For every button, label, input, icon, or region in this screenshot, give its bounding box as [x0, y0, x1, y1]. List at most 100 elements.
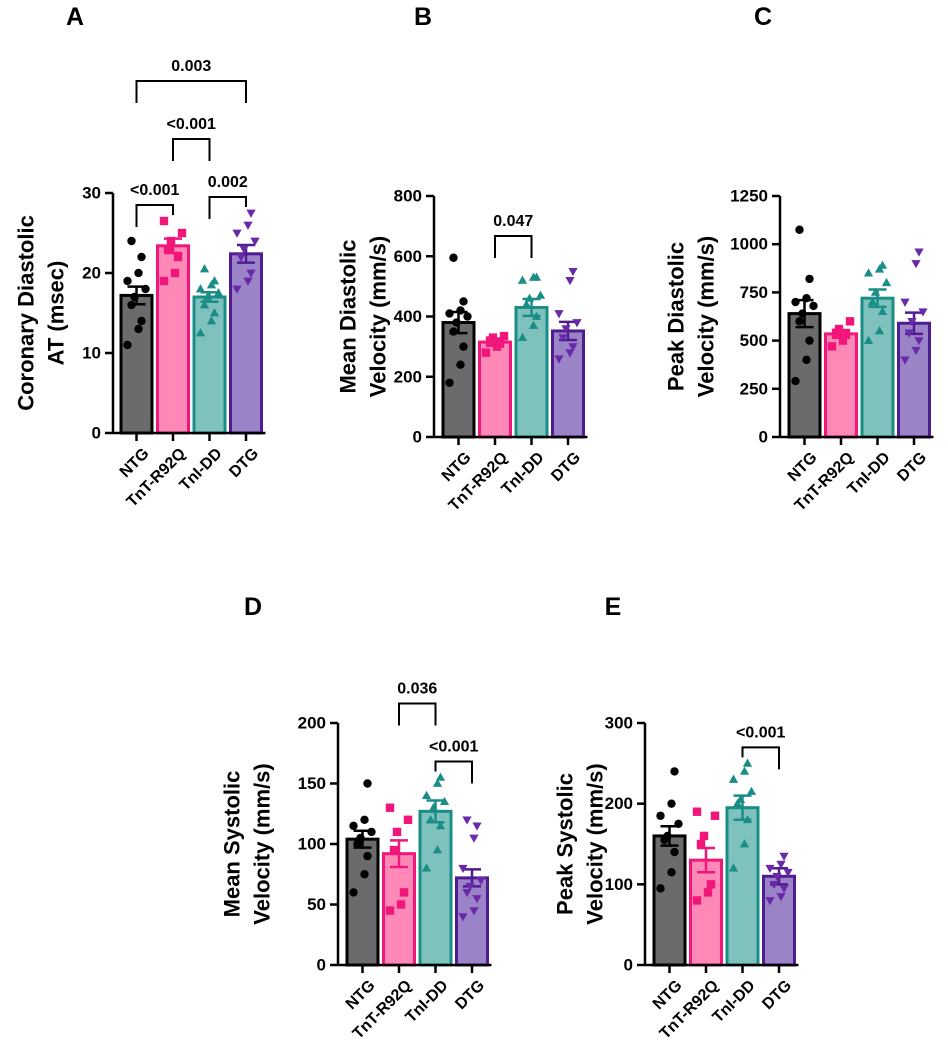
data-point	[163, 244, 173, 254]
y-tick-label: 0	[317, 956, 326, 975]
data-point	[432, 845, 443, 854]
data-point	[202, 292, 213, 301]
data-point	[439, 796, 450, 806]
data-point	[776, 860, 786, 869]
data-point	[385, 906, 395, 915]
significance-bracket	[135, 80, 247, 103]
data-point	[137, 252, 146, 262]
data-point	[561, 325, 571, 334]
data-point	[367, 827, 376, 837]
data-point	[232, 285, 242, 294]
data-point	[795, 225, 804, 234]
bar	[418, 809, 453, 967]
data-point	[911, 260, 921, 269]
data-point	[421, 863, 432, 872]
data-point	[449, 327, 458, 336]
data-point	[779, 885, 789, 894]
y-tick-label: 50	[307, 895, 326, 914]
data-point	[137, 316, 146, 326]
data-point	[674, 819, 683, 829]
data-point	[472, 895, 482, 904]
y-tick-label: 30	[82, 184, 101, 203]
data-point	[199, 264, 210, 273]
data-point	[134, 324, 143, 334]
data-point	[363, 851, 372, 861]
data-point	[123, 276, 132, 286]
y-tick-label: 250	[740, 379, 768, 398]
data-point	[696, 839, 706, 849]
data-point	[166, 236, 176, 246]
bar	[455, 876, 489, 967]
data-point	[911, 346, 921, 356]
y-tick-label: 20	[82, 264, 101, 283]
data-point	[389, 845, 399, 855]
data-point	[728, 863, 739, 872]
data-point	[199, 300, 210, 309]
data-point	[742, 814, 753, 824]
y-tick-label: 200	[394, 367, 422, 386]
data-point	[236, 253, 246, 262]
data-point	[739, 766, 750, 775]
data-point	[914, 248, 924, 257]
data-point	[568, 343, 578, 352]
y-axis-title: Velocity (mm/s)	[694, 236, 719, 397]
data-point	[213, 288, 224, 297]
data-point	[554, 355, 564, 364]
data-point	[134, 268, 143, 278]
significance-bracket	[741, 746, 780, 770]
data-point	[656, 811, 665, 820]
data-point	[834, 324, 844, 334]
data-point	[206, 316, 217, 325]
data-point	[565, 349, 575, 358]
data-point	[159, 216, 169, 226]
data-point	[123, 340, 132, 350]
panel-label: E	[605, 593, 622, 621]
data-point	[877, 306, 888, 316]
y-axis-title: Velocity (mm/s)	[250, 763, 275, 924]
y-tick-label: 0	[759, 428, 768, 447]
data-point	[805, 274, 814, 284]
bar	[514, 305, 549, 439]
data-point	[703, 888, 713, 897]
data-point	[435, 772, 446, 781]
bar	[652, 834, 687, 967]
data-point	[772, 872, 782, 882]
data-point	[246, 269, 256, 278]
y-tick-label: 200	[298, 714, 326, 733]
y-tick-label: 400	[394, 307, 422, 326]
x-tick-label: DTG	[226, 445, 262, 481]
data-point	[735, 794, 746, 803]
data-point	[459, 342, 468, 351]
data-point	[670, 767, 679, 776]
significance-label: 0.036	[397, 680, 437, 697]
data-point	[656, 884, 665, 893]
data-point	[349, 821, 358, 831]
data-point	[783, 868, 793, 878]
significance-label: <0.001	[429, 738, 478, 755]
data-point	[481, 348, 491, 357]
data-point	[765, 864, 775, 874]
y-tick-label: 1250	[730, 187, 768, 206]
panel-label: A	[66, 3, 84, 31]
data-point	[141, 284, 150, 294]
bar	[897, 321, 931, 439]
significance-bracket	[172, 138, 211, 161]
data-point	[449, 253, 458, 262]
data-point	[809, 301, 818, 311]
data-point	[791, 297, 800, 307]
data-point	[524, 293, 535, 302]
data-point	[488, 333, 498, 342]
data-point	[728, 774, 739, 783]
data-point	[360, 870, 369, 879]
panel-label: B	[414, 3, 432, 31]
data-point	[445, 378, 454, 387]
y-tick-label: 10	[82, 344, 101, 363]
data-point	[558, 334, 568, 343]
data-point	[432, 778, 443, 787]
data-point	[469, 834, 479, 843]
data-point	[250, 237, 260, 246]
data-point	[396, 900, 406, 909]
data-point	[739, 839, 750, 848]
